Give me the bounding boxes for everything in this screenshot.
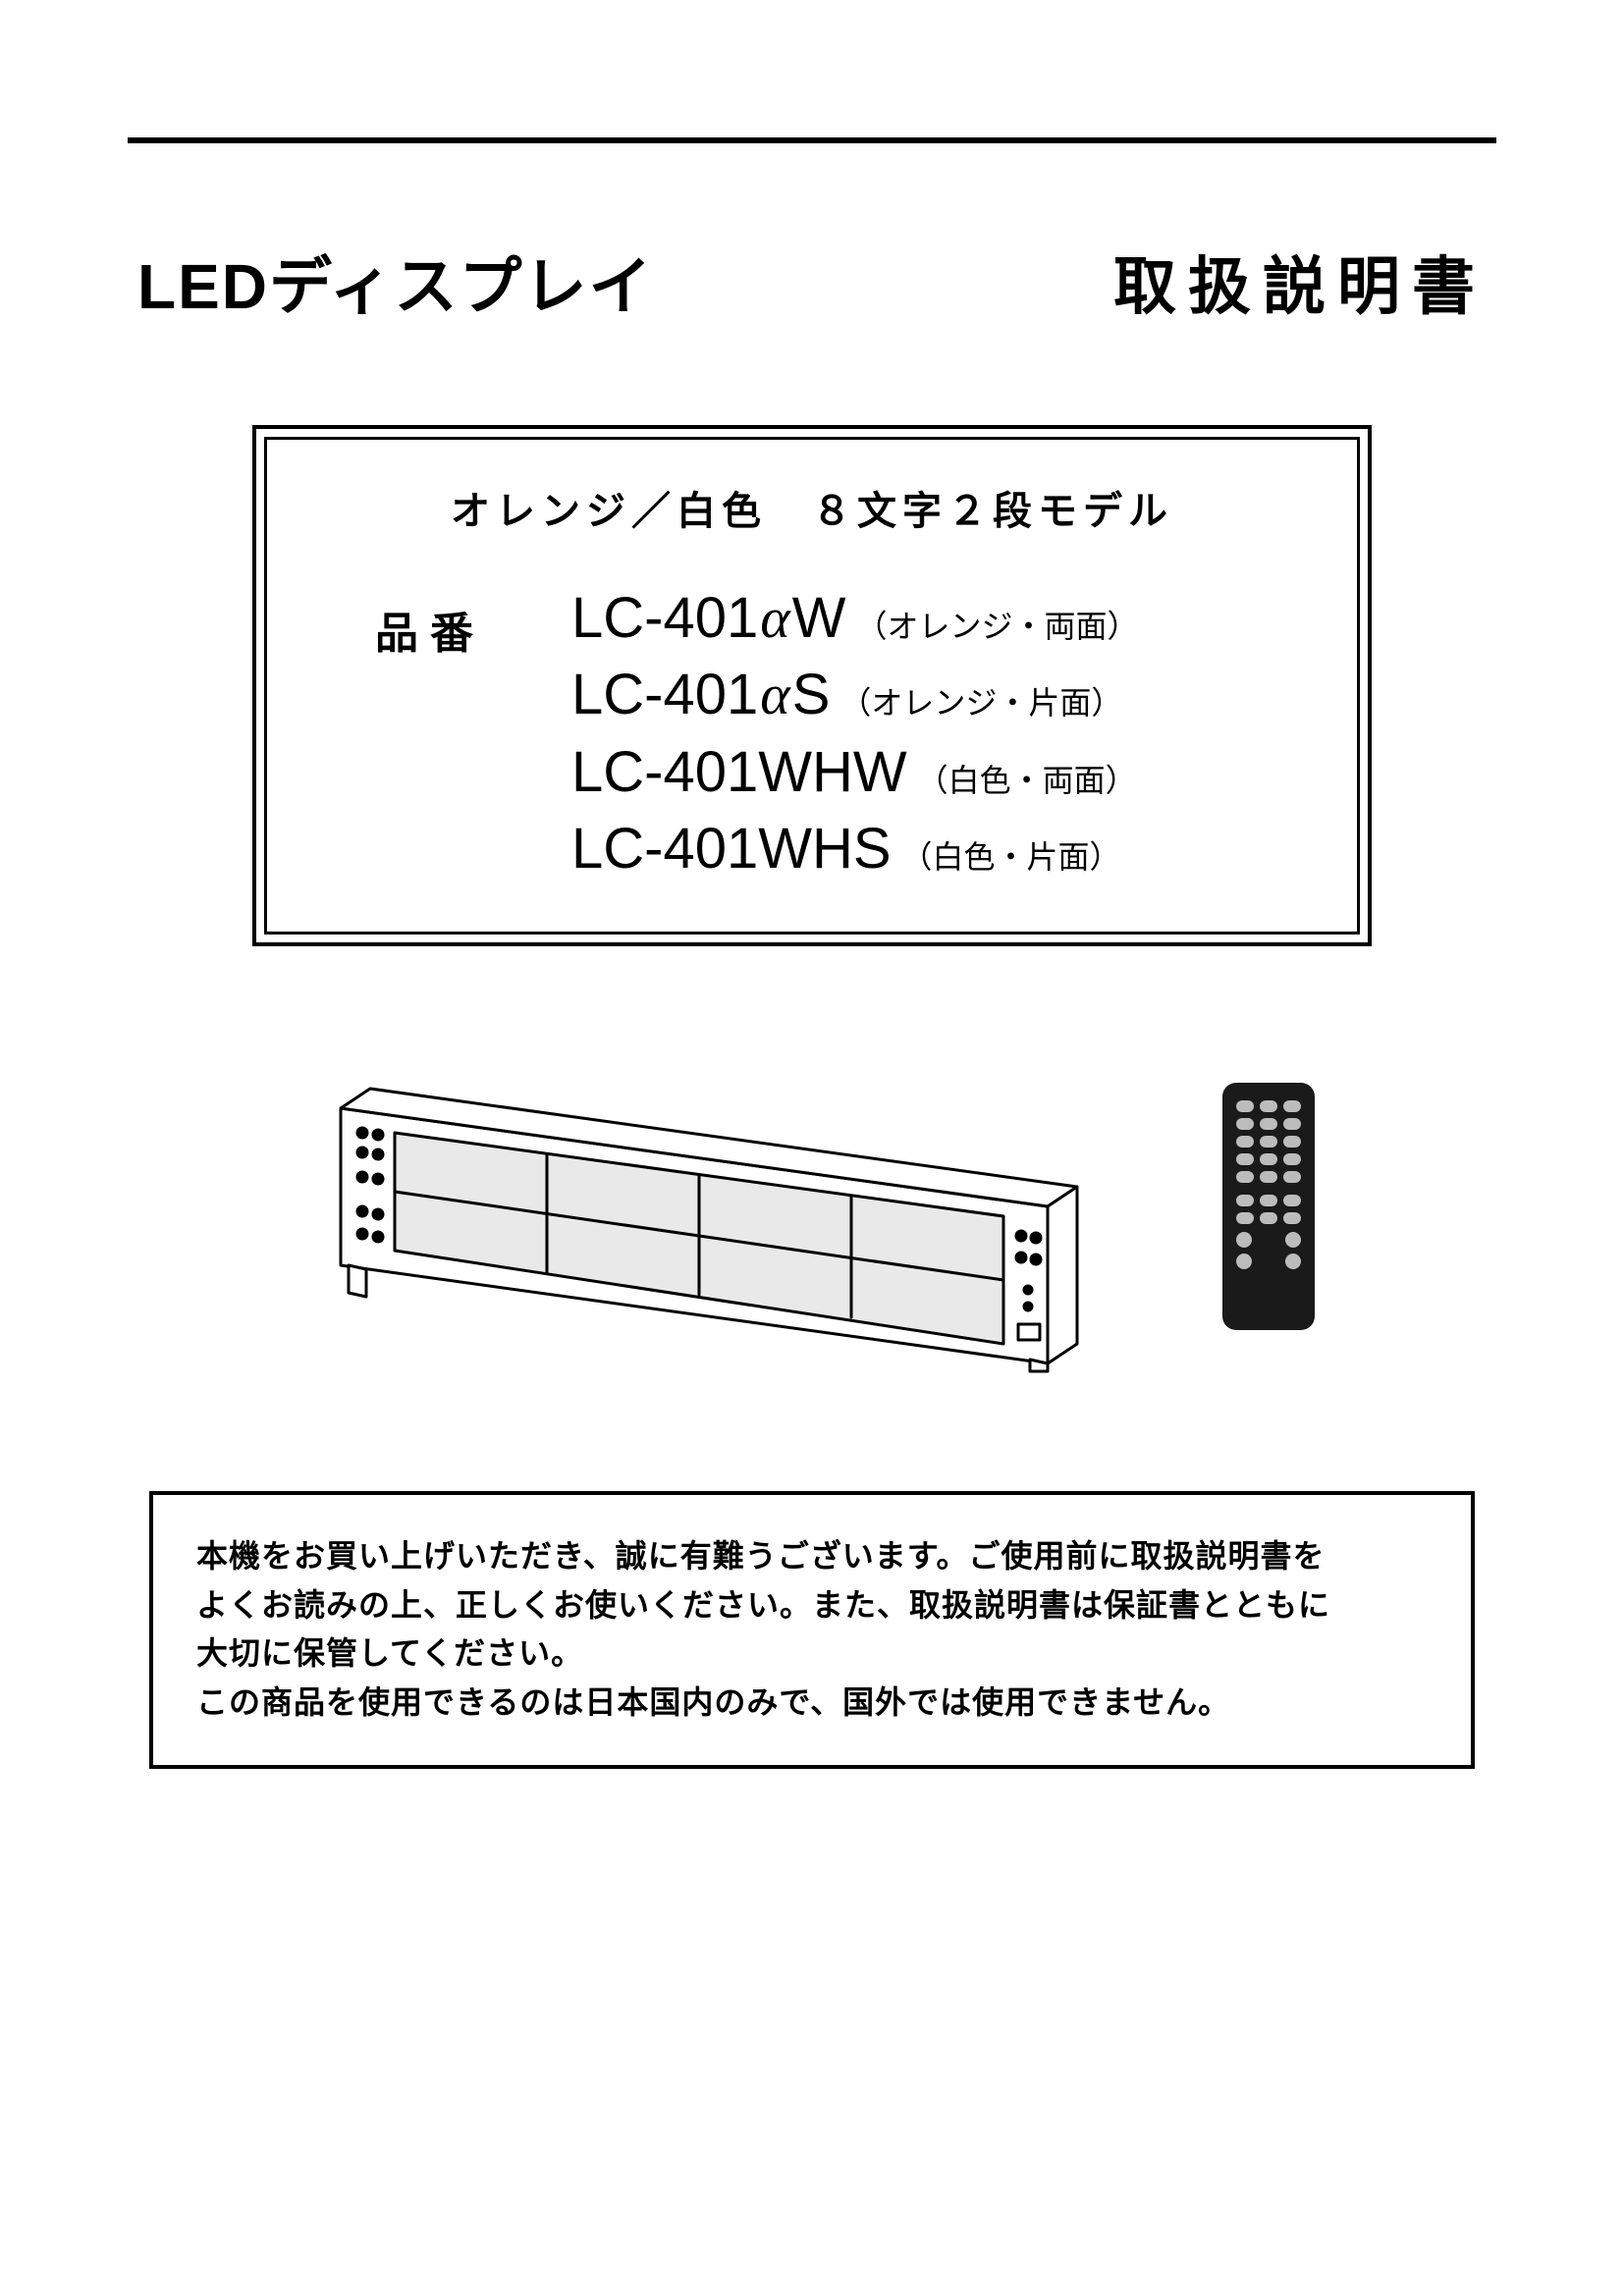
- model-box: オレンジ／白色 ８文字２段モデル 品番 LC-401αW （オレンジ・両面） L…: [252, 425, 1372, 946]
- model-code-prefix: LC-401WHS: [571, 817, 892, 881]
- product-illustration: [252, 1040, 1372, 1373]
- model-code-prefix: LC-401: [571, 586, 758, 650]
- model-code-prefix: LC-401: [571, 663, 758, 726]
- model-code: LC-401αW: [571, 580, 845, 657]
- model-code: LC-401αS: [571, 657, 830, 733]
- notice-box: 本機をお買い上げいただき、誠に有難うございます。ご使用前に取扱説明書を よくお読…: [149, 1491, 1475, 1768]
- model-line: LC-401αS （オレンジ・片面）: [571, 657, 1138, 733]
- notice-line: よくお読みの上、正しくお使いください。また、取扱説明書は保証書とともに: [196, 1587, 1330, 1623]
- notice-line: 本機をお買い上げいただき、誠に有難うございます。ご使用前に取扱説明書を: [196, 1538, 1326, 1574]
- model-line: LC-401αW （オレンジ・両面）: [571, 580, 1138, 657]
- model-line: LC-401WHS （白色・片面）: [571, 811, 1138, 887]
- top-rule: [128, 137, 1496, 143]
- model-code-suffix: S: [792, 663, 831, 726]
- model-note: （白色・両面）: [917, 760, 1137, 802]
- title-right: 取扱説明書: [1113, 237, 1487, 327]
- model-note: （オレンジ・両面）: [855, 606, 1138, 648]
- model-code-prefix: LC-401WHW: [571, 740, 907, 804]
- model-code: LC-401WHW: [571, 734, 907, 811]
- model-note: （白色・片面）: [901, 836, 1121, 879]
- model-code-suffix: W: [792, 586, 846, 650]
- remote-control-icon: [1215, 1079, 1323, 1334]
- model-subtitle: オレンジ／白色 ８文字２段モデル: [316, 479, 1308, 536]
- led-panel-icon: [301, 1040, 1107, 1373]
- model-line: LC-401WHW （白色・両面）: [571, 734, 1138, 811]
- product-number-label: 品番: [375, 580, 542, 887]
- model-code: LC-401WHS: [571, 811, 892, 887]
- models: LC-401αW （オレンジ・両面） LC-401αS （オレンジ・片面） LC…: [571, 580, 1138, 887]
- model-code-alpha: α: [758, 586, 791, 650]
- model-code-alpha: α: [758, 663, 791, 726]
- model-list: 品番 LC-401αW （オレンジ・両面） LC-401αS （オレンジ・片面）: [316, 580, 1308, 887]
- model-note: （オレンジ・片面）: [839, 682, 1122, 724]
- title-left: LEDディスプレイ: [137, 237, 654, 327]
- notice-line: 大切に保管してください。: [196, 1635, 583, 1671]
- notice-text: 本機をお買い上げいただき、誠に有難うございます。ご使用前に取扱説明書を よくお読…: [196, 1532, 1428, 1727]
- notice-line: この商品を使用できるのは日本国内のみで、国外では使用できません。: [196, 1684, 1230, 1720]
- model-box-inner: オレンジ／白色 ８文字２段モデル 品番 LC-401αW （オレンジ・両面） L…: [264, 437, 1360, 934]
- title-row: LEDディスプレイ 取扱説明書: [128, 237, 1496, 327]
- page: LEDディスプレイ 取扱説明書 オレンジ／白色 ８文字２段モデル 品番 LC-4…: [0, 0, 1624, 1769]
